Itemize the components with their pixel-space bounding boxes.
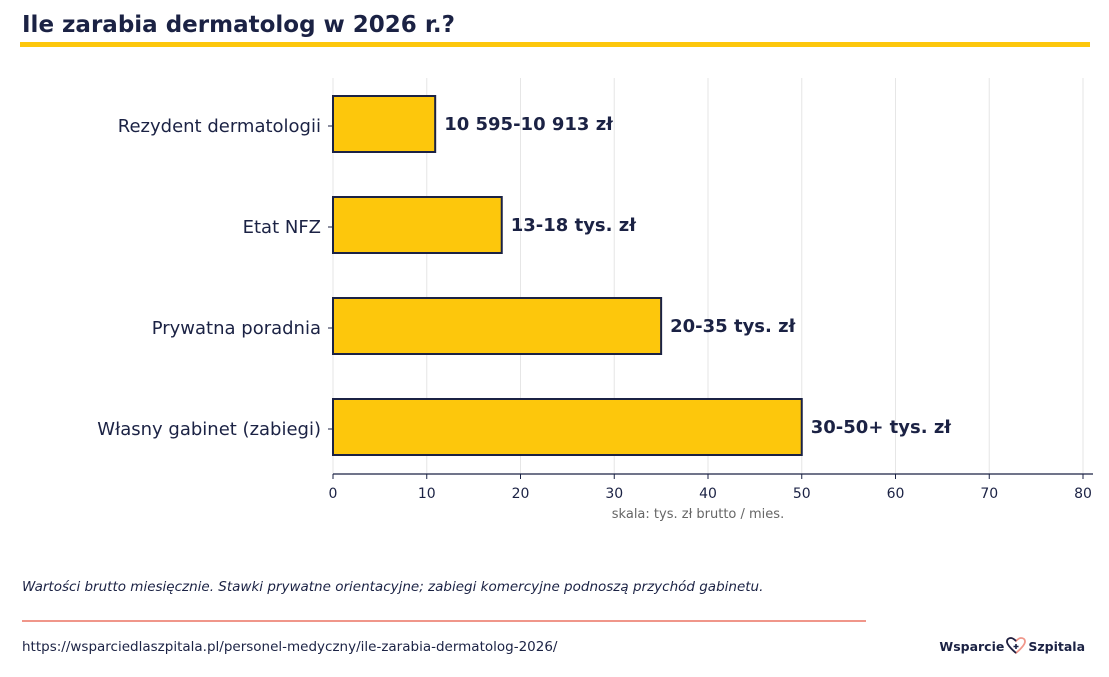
- data-label: 13-18 tys. zł: [511, 215, 637, 236]
- title-underline: [20, 42, 1090, 47]
- logo-text-left: Wsparcie: [939, 638, 1005, 654]
- x-tick-label: 30: [605, 486, 623, 502]
- data-label: 10 595-10 913 zł: [444, 114, 614, 135]
- data-label: 30-50+ tys. zł: [811, 417, 953, 438]
- x-tick-label: 50: [793, 486, 811, 502]
- footnote: Wartości brutto miesięcznie. Stawki pryw…: [22, 579, 764, 595]
- bar: [332, 297, 663, 355]
- category-label: Prywatna poradnia: [152, 318, 321, 339]
- x-tick-label: 60: [887, 486, 905, 502]
- source-url: https://wsparciedlaszpitala.pl/personel-…: [22, 639, 558, 655]
- heart-plus-icon: [1006, 637, 1027, 655]
- footer-divider: [22, 620, 866, 622]
- x-tick-label: 40: [699, 486, 717, 502]
- bar: [332, 196, 503, 254]
- x-axis-title: skala: tys. zł brutto / mies.: [612, 507, 784, 522]
- bar: [332, 95, 437, 153]
- bar: [332, 398, 803, 456]
- bar-chart: 0 10 20 30 40 50 60 70 80 skala: tys. zł brutto /…: [97, 78, 1093, 522]
- x-tick-label: 0: [329, 486, 338, 502]
- x-tick-label: 80: [1074, 486, 1092, 502]
- x-tick-label: 70: [980, 486, 998, 502]
- brand-logo: Wsparcie Szpitala: [939, 637, 1085, 655]
- x-tick-label: 10: [418, 486, 436, 502]
- category-label: Rezydent dermatologii: [118, 116, 321, 137]
- logo-text-right: Szpitala: [1028, 638, 1085, 654]
- x-tick-label: 20: [512, 486, 530, 502]
- category-label: Etat NFZ: [243, 217, 321, 238]
- category-label: Własny gabinet (zabiegi): [97, 419, 321, 440]
- chart-title: Ile zarabia dermatolog w 2026 r.?: [22, 12, 455, 38]
- data-label: 20-35 tys. zł: [670, 316, 796, 337]
